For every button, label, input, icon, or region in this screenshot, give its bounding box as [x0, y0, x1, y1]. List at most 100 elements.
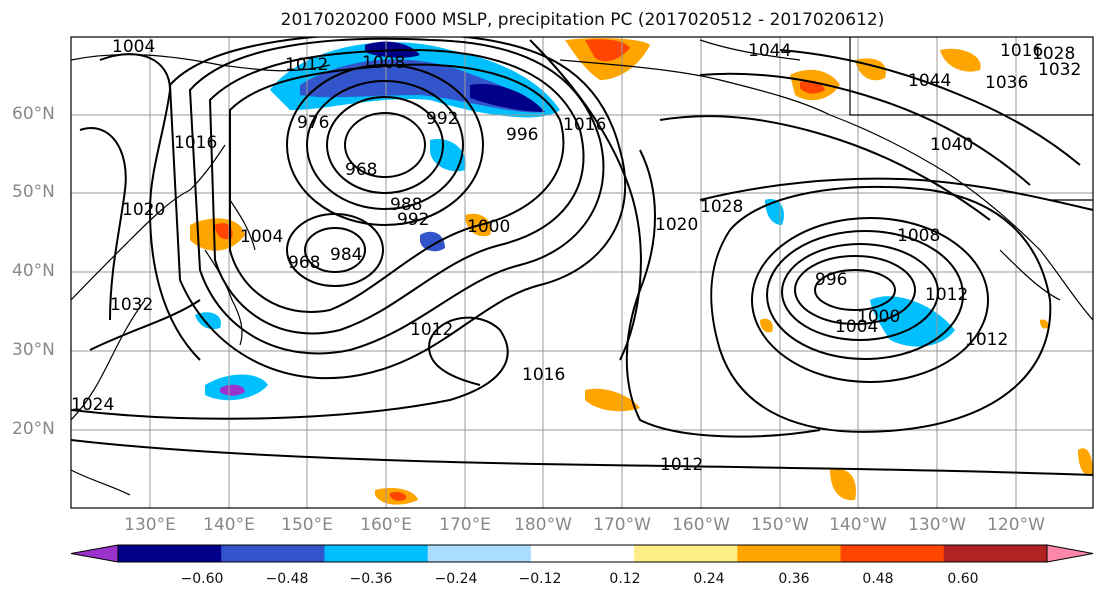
lat-label: 50°N	[12, 182, 55, 202]
lon-label: 130°E	[124, 515, 176, 535]
colorbar-swatch	[943, 545, 1048, 562]
precip-negative-region	[420, 231, 445, 252]
colorbar-tick-label: −0.12	[518, 571, 562, 587]
colorbar-outline	[117, 544, 1048, 563]
colorbar-swatch	[530, 545, 635, 562]
lon-label: 150°E	[281, 515, 333, 535]
colorbar-swatch	[118, 545, 222, 562]
lon-label: 160°W	[672, 515, 730, 535]
lat-label: 60°N	[12, 104, 55, 124]
precip-positive-region	[215, 223, 233, 240]
coastlines	[71, 37, 1093, 496]
lon-label: 130°W	[908, 515, 966, 535]
precip-negative-region	[470, 84, 545, 112]
isobar-label: 1004	[112, 37, 155, 57]
isobar-labels: 1004 1012 1008 1016 1044 1028 1032 1036 …	[71, 37, 1081, 475]
isobar-label: 1004	[240, 227, 283, 247]
isobar-label: 1028	[700, 197, 743, 217]
isobar-label: 992	[426, 109, 458, 129]
colorbar-extend-low	[70, 544, 119, 563]
isobar-label: 976	[297, 113, 329, 133]
colorbar-swatch	[634, 545, 738, 562]
colorbar-tick-label: −0.60	[180, 571, 224, 587]
precip-negative-region	[220, 384, 245, 396]
isobar-label: 1012	[410, 320, 453, 340]
isobars	[71, 37, 1093, 476]
lon-label: 120°W	[987, 515, 1045, 535]
isobar-label: 1012	[925, 285, 968, 305]
precip-negative-region	[870, 296, 955, 347]
lat-label: 30°N	[12, 340, 55, 360]
colorbar	[70, 544, 1094, 563]
precip-positive-region	[760, 318, 773, 333]
lon-label: 170°E	[439, 515, 491, 535]
isobar-label: 988	[390, 195, 422, 215]
precip-positive-region	[940, 48, 981, 72]
lon-label: 140°W	[829, 515, 887, 535]
isobar-label: 992	[397, 210, 429, 230]
precip-negative-region	[430, 139, 466, 172]
colorbar-swatch	[324, 545, 429, 562]
isobar-label: 1012	[965, 330, 1008, 350]
isobar-label: 1024	[71, 395, 114, 415]
colorbar-swatch	[840, 545, 945, 562]
colorbar-tick-label: −0.36	[349, 571, 393, 587]
isobar-label: 1008	[897, 226, 940, 246]
isobar-label: 1000	[857, 307, 900, 327]
lon-label: 140°E	[203, 515, 255, 535]
isobar-label: 1008	[362, 53, 405, 73]
isobar-label: 1016	[522, 365, 565, 385]
isobar-label: 1016	[1000, 41, 1043, 61]
isobar-label: 1012	[660, 455, 703, 475]
isobar-label: 1036	[985, 73, 1028, 93]
isobar-label: 1032	[1038, 60, 1081, 80]
isobar-label: 1040	[930, 135, 973, 155]
isobar-label: 1044	[748, 41, 791, 61]
precip-positive-region	[190, 218, 245, 251]
isobar-label: 1020	[655, 215, 698, 235]
precip-positive-region	[585, 388, 640, 412]
precip-positive-region	[1078, 448, 1093, 476]
precip-positive-region	[585, 39, 630, 62]
map-title: 2017020200 F000 MSLP, precipitation PC (…	[280, 10, 885, 30]
lon-label: 160°E	[360, 515, 412, 535]
isobar-label: 1000	[467, 217, 510, 237]
graticule	[71, 37, 1093, 508]
colorbar-tick-label: 0.36	[778, 571, 810, 587]
isobar-label: 1020	[122, 200, 165, 220]
isobar-label: 968	[288, 253, 320, 273]
isobar-label: 1004	[835, 317, 878, 337]
isobar-label: 968	[345, 160, 377, 180]
precipitation-shading	[190, 38, 1093, 505]
colorbar-tick-label: −0.48	[265, 571, 309, 587]
isobar-label: 1032	[110, 295, 153, 315]
colorbar-swatch	[427, 545, 532, 562]
isobar-label: 1044	[908, 71, 951, 91]
isobar-label: 1016	[563, 115, 606, 135]
colorbar-tick-label: −0.24	[434, 571, 478, 587]
colorbar-tick-label: 0.24	[693, 571, 725, 587]
lon-label: 180°W	[514, 515, 572, 535]
precip-positive-region	[1040, 319, 1049, 329]
isobar-label: 1016	[174, 133, 217, 153]
colorbar-tick-label: 0.60	[947, 571, 979, 587]
colorbar-tick-label: 0.12	[609, 571, 641, 587]
isobar-label: 996	[506, 125, 538, 145]
isobar-label: 1012	[285, 55, 328, 75]
isobar-label: 996	[815, 270, 847, 290]
lat-label: 40°N	[12, 261, 55, 281]
map-frame	[70, 36, 1094, 509]
isobar-label: 1028	[1032, 44, 1075, 64]
lat-label: 20°N	[12, 419, 55, 439]
precip-negative-region	[765, 199, 785, 225]
colorbar-swatch	[737, 545, 842, 562]
isobar-label: 984	[330, 245, 362, 265]
colorbar-swatch	[221, 545, 325, 562]
colorbar-tick-label: 0.48	[862, 571, 894, 587]
colorbar-extend-high	[1046, 544, 1094, 563]
precip-positive-region	[390, 491, 407, 501]
precip-positive-region	[830, 468, 856, 501]
lon-label: 150°W	[751, 515, 809, 535]
lon-label: 170°W	[593, 515, 651, 535]
